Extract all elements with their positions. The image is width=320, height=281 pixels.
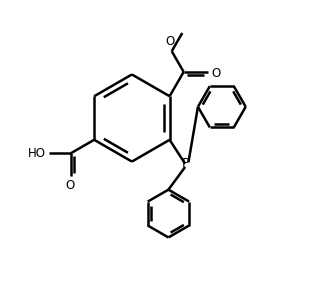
Text: HO: HO <box>28 147 46 160</box>
Text: O: O <box>166 35 175 48</box>
Text: O: O <box>211 67 220 80</box>
Text: P: P <box>181 157 189 170</box>
Text: O: O <box>65 179 74 192</box>
